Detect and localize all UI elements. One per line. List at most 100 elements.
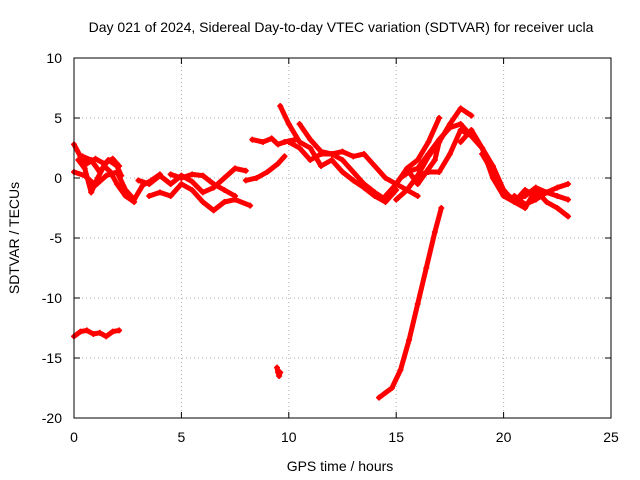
data-point (565, 196, 572, 203)
x-axis-label: GPS time / hours (287, 458, 394, 474)
data-point (83, 327, 90, 334)
data-point (376, 394, 383, 401)
data-point (83, 160, 90, 167)
series-arc-22 (273, 364, 284, 379)
series-arc-10 (277, 103, 400, 205)
data-point (543, 189, 550, 196)
data-point (431, 157, 438, 163)
data-point (277, 369, 284, 376)
data-point (105, 157, 112, 163)
data-point (296, 139, 303, 145)
data-point (307, 157, 314, 163)
data-point (131, 199, 138, 205)
data-point (189, 171, 196, 178)
data-point (221, 175, 228, 181)
data-point (94, 175, 101, 181)
data-point (277, 103, 284, 109)
data-point (414, 165, 421, 172)
grid-lines (74, 58, 611, 418)
x-tick-label: 15 (388, 429, 404, 445)
data-point (360, 151, 367, 157)
data-point (260, 139, 267, 145)
data-point (199, 199, 206, 205)
data-point (350, 153, 357, 160)
data-point (382, 175, 389, 181)
data-point (403, 187, 410, 193)
data-point (146, 193, 153, 199)
data-point (328, 151, 335, 157)
data-point (397, 367, 404, 373)
y-tick-label: 0 (54, 170, 62, 186)
data-point (468, 112, 475, 119)
y-axis-label: SDTVAR / TECUs (6, 182, 22, 294)
series-trace (376, 205, 444, 401)
data-point (360, 181, 367, 187)
data-point (565, 213, 572, 220)
data-point (156, 189, 163, 196)
data-point (199, 172, 206, 179)
data-point (113, 181, 120, 187)
x-tick-label: 5 (178, 429, 186, 445)
series-arc-23 (376, 205, 445, 401)
data-point (328, 157, 335, 163)
data-point (438, 205, 445, 211)
series-trace (286, 139, 388, 203)
x-tick-label: 10 (281, 429, 297, 445)
axis-ticks: 0 5 10 15 20 25 -20 -15 -10 -5 0 5 10 (42, 50, 619, 445)
data-point (371, 189, 378, 196)
x-tick-label: 20 (496, 429, 512, 445)
data-point (109, 328, 116, 335)
y-tick-label: -20 (42, 410, 62, 426)
data-point (393, 196, 400, 203)
data-point (457, 139, 464, 145)
data-point (296, 145, 303, 151)
data-point (500, 189, 507, 196)
data-point (232, 193, 239, 199)
data-point (247, 202, 254, 209)
y-tick-label: 10 (46, 50, 62, 66)
data-point (414, 301, 421, 307)
data-point (543, 199, 550, 205)
data-point (167, 171, 174, 178)
data-point (511, 193, 518, 199)
data-point (479, 145, 486, 151)
y-tick-label: -5 (50, 230, 63, 246)
data-point (425, 151, 432, 157)
data-point (178, 175, 185, 181)
data-point (189, 187, 196, 193)
data-point (103, 333, 110, 340)
x-tick-label: 0 (70, 429, 78, 445)
data-point (436, 169, 443, 175)
data-point (339, 157, 346, 163)
data-point (242, 167, 249, 174)
data-point (532, 184, 539, 191)
data-point (339, 169, 346, 175)
data-point (479, 151, 486, 157)
series-trace (277, 103, 399, 205)
data-point (242, 177, 249, 184)
data-point (189, 178, 196, 185)
data-point (554, 205, 561, 211)
data-point (339, 148, 346, 155)
data-point (199, 189, 206, 196)
data-point (436, 115, 443, 121)
data-point (431, 229, 438, 235)
data-point (554, 193, 561, 199)
data-point (156, 172, 163, 179)
data-point (446, 124, 453, 131)
data-point (210, 181, 217, 187)
data-point (232, 165, 239, 172)
data-point (532, 196, 539, 203)
data-point (318, 163, 325, 169)
data-point (253, 175, 260, 181)
data-point (423, 265, 430, 271)
data-point (135, 177, 142, 184)
data-point (414, 172, 421, 179)
data-point (116, 327, 123, 334)
data-point (436, 136, 443, 143)
data-point (81, 165, 88, 172)
data-point (522, 201, 529, 208)
data-point (371, 163, 378, 169)
data-point (457, 105, 464, 112)
series-arc-6 (146, 181, 254, 214)
